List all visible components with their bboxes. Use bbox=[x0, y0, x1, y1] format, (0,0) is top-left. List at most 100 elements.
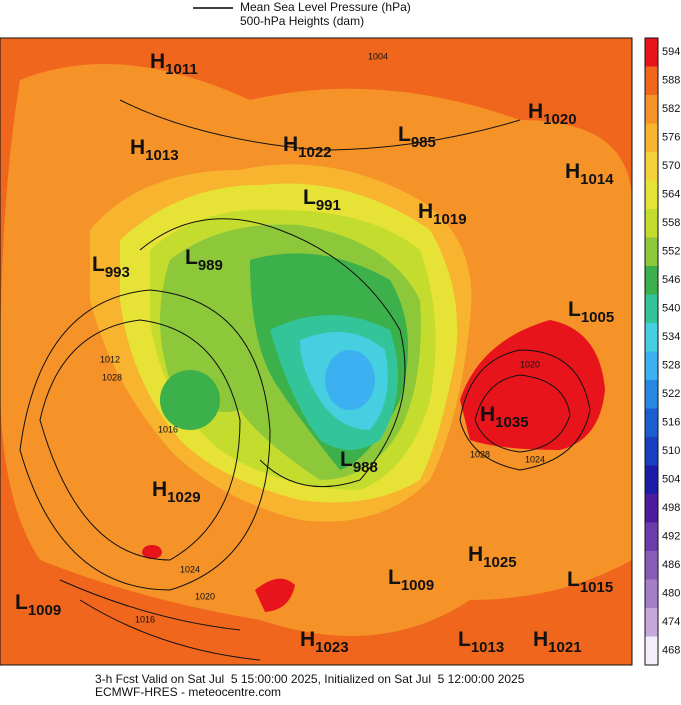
colorbar-swatch bbox=[645, 351, 658, 380]
pressure-center: H1020 bbox=[528, 100, 577, 128]
legend-line-label: Mean Sea Level Pressure (hPa) bbox=[240, 0, 411, 14]
colorbar-swatch bbox=[645, 66, 658, 95]
pressure-center: L991 bbox=[303, 186, 341, 214]
center-value: 1022 bbox=[298, 144, 331, 161]
pressure-center: H1021 bbox=[533, 628, 582, 656]
center-type: H bbox=[152, 478, 167, 501]
colorbar-label: 474 bbox=[662, 616, 680, 628]
pressure-center: L989 bbox=[185, 246, 223, 274]
center-value: 1014 bbox=[580, 171, 614, 188]
pressure-center: H1013 bbox=[130, 136, 179, 164]
contour-528 bbox=[325, 350, 375, 410]
colorbar-swatch bbox=[645, 123, 658, 152]
colorbar-swatch bbox=[645, 266, 658, 295]
contour-594 bbox=[142, 545, 162, 559]
colorbar-swatch bbox=[645, 494, 658, 523]
colorbar-label: 534 bbox=[662, 331, 680, 343]
colorbar-label: 504 bbox=[662, 474, 680, 486]
center-value: 989 bbox=[198, 257, 223, 274]
colorbar-label: 558 bbox=[662, 217, 680, 229]
colorbar-label: 468 bbox=[662, 645, 680, 657]
colorbar-swatch bbox=[645, 551, 658, 580]
center-value: 1013 bbox=[471, 639, 504, 656]
colorbar-label: 480 bbox=[662, 588, 680, 600]
center-type: H bbox=[533, 628, 548, 651]
center-value: 1025 bbox=[483, 554, 516, 571]
contour-594 bbox=[255, 578, 295, 612]
center-type: L bbox=[388, 566, 401, 589]
center-value: 1015 bbox=[580, 579, 613, 596]
center-type: H bbox=[150, 50, 165, 73]
pressure-center: H1025 bbox=[468, 543, 517, 571]
center-type: L bbox=[398, 123, 411, 146]
isobar-label: 1004 bbox=[368, 51, 388, 61]
colorbar-swatch bbox=[645, 465, 658, 494]
center-type: L bbox=[458, 628, 471, 651]
isobar-label: 1016 bbox=[135, 614, 155, 624]
colorbar-label: 528 bbox=[662, 360, 680, 372]
colorbar-swatch bbox=[645, 522, 658, 551]
colorbar-swatch bbox=[645, 237, 658, 266]
pressure-center: H1019 bbox=[418, 200, 467, 228]
pressure-center: L993 bbox=[92, 253, 130, 281]
center-type: H bbox=[468, 543, 483, 566]
isobar-labels: 1004 1028 1012 1016 1024 1020 1016 1020 1024 1028 bbox=[100, 51, 545, 624]
center-type: H bbox=[130, 136, 145, 159]
colorbar-swatch bbox=[645, 180, 658, 209]
isobar-label: 1020 bbox=[520, 359, 540, 369]
center-value: 985 bbox=[411, 134, 436, 151]
colorbar-swatch bbox=[645, 95, 658, 124]
colorbar-label: 546 bbox=[662, 274, 680, 286]
map-frame bbox=[0, 37, 633, 666]
center-type: H bbox=[565, 160, 580, 183]
center-value: 993 bbox=[105, 264, 130, 281]
colorbar-label: 498 bbox=[662, 502, 680, 514]
isobars bbox=[19, 99, 591, 661]
pressure-center: H1011 bbox=[150, 50, 198, 78]
pressure-center: L1013 bbox=[458, 628, 504, 656]
colorbar-label: 510 bbox=[662, 445, 680, 457]
map bbox=[0, 37, 633, 666]
colorbar-swatch bbox=[645, 209, 658, 238]
pressure-center: H1022 bbox=[283, 133, 332, 161]
colorbar-frame bbox=[644, 37, 659, 666]
colorbar-label: 486 bbox=[662, 559, 680, 571]
colorbar-label: 522 bbox=[662, 388, 680, 400]
colorbar-swatch bbox=[645, 38, 658, 67]
colorbar-swatch bbox=[645, 294, 658, 323]
isobar-label: 1024 bbox=[180, 564, 200, 574]
isobar-label: 1016 bbox=[158, 424, 178, 434]
colorbar-swatch bbox=[645, 636, 658, 665]
center-type: L bbox=[567, 568, 580, 591]
colorbar: 594 588 582 576 570 564 558 552 546 540 534 528 522 5… bbox=[644, 37, 680, 666]
colorbar-label: 516 bbox=[662, 417, 680, 429]
center-value: 1019 bbox=[433, 211, 466, 228]
colorbar-label: 594 bbox=[662, 46, 680, 58]
colorbar-label: 576 bbox=[662, 132, 680, 144]
colorbar-swatch bbox=[645, 579, 658, 608]
center-type: H bbox=[283, 133, 298, 156]
colorbar-swatch bbox=[645, 408, 658, 437]
colorbar-label: 564 bbox=[662, 189, 680, 201]
pressure-center: L1009 bbox=[15, 591, 61, 619]
colorbar-swatch bbox=[645, 323, 658, 352]
pressure-center: L1005 bbox=[568, 298, 614, 326]
pressure-center: L1015 bbox=[567, 568, 613, 596]
center-type: H bbox=[418, 200, 433, 223]
pressure-center: H1029 bbox=[152, 478, 201, 506]
footer-valid: 3-h Fcst Valid on Sat Jul 5 15:00:00 202… bbox=[95, 672, 525, 686]
center-type: L bbox=[92, 253, 105, 276]
colorbar-swatch bbox=[645, 380, 658, 409]
center-value: 1029 bbox=[167, 489, 200, 506]
center-type: L bbox=[15, 591, 28, 614]
center-value: 1009 bbox=[28, 602, 61, 619]
center-type: L bbox=[303, 186, 316, 209]
center-value: 991 bbox=[316, 197, 341, 214]
colorbar-label: 588 bbox=[662, 75, 680, 87]
colorbar-label: 540 bbox=[662, 303, 680, 315]
pressure-center: L985 bbox=[398, 123, 436, 151]
footer-source: ECMWF-HRES - meteocentre.com bbox=[95, 685, 281, 699]
pressure-center: L1009 bbox=[388, 566, 434, 594]
center-type: H bbox=[480, 403, 495, 426]
